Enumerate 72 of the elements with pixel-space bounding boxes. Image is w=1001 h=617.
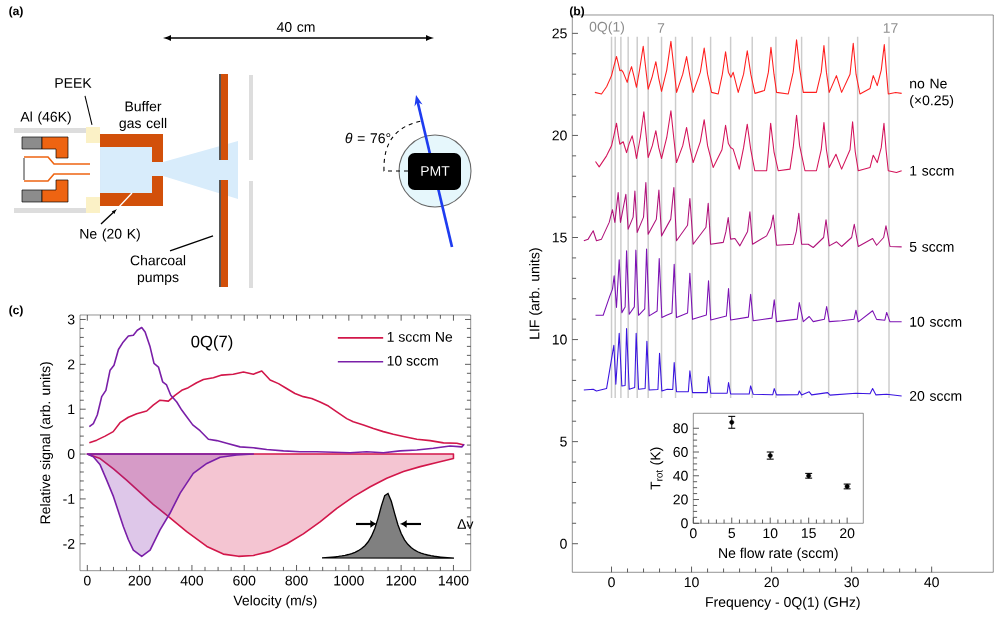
line-series: [583, 182, 903, 249]
series-label: 5 sccm: [909, 242, 954, 252]
x-tick-label: 20: [764, 577, 779, 588]
x-tick-label: 200: [128, 575, 151, 586]
series-label: no Ne (×0.25): [910, 78, 954, 109]
x-tick-label: 20: [840, 528, 855, 539]
legend-label: 1 sccm Ne: [387, 332, 453, 342]
series-label: 10 sccm: [910, 316, 962, 327]
chart-title: (c): [9, 305, 23, 317]
y-tick-label: 80: [673, 423, 688, 434]
legend-label: 10 sccm: [387, 355, 438, 366]
y-tick-label: 1: [68, 404, 75, 415]
x-tick-label: 600: [233, 575, 256, 586]
y-tick-label: 10: [552, 334, 567, 345]
y-axis-title: Relative signal (arb. units): [39, 362, 54, 524]
text: Charcoal pumps: [130, 255, 186, 285]
line-series: [594, 39, 903, 95]
text: Al (46K): [20, 111, 71, 125]
x-tick-label: 0: [83, 575, 91, 586]
y-tick-label: 25: [552, 28, 567, 39]
x-tick-label: 1200: [386, 575, 417, 586]
x-axis-title: Ne flow rate (sccm): [719, 547, 838, 561]
line-series: [88, 370, 465, 446]
y-tick-label: 0: [681, 518, 688, 529]
text: (a): [9, 6, 23, 18]
y-tick-label: 40: [673, 470, 688, 481]
annotation: 0Q(1): [589, 21, 625, 35]
line-series: [583, 328, 903, 397]
annotation: 0Q(7): [191, 335, 233, 351]
x-tick-label: 0: [608, 577, 615, 588]
y-tick-label: -1: [63, 494, 75, 504]
series-label: 20 sccm: [909, 390, 962, 401]
point: [729, 419, 735, 425]
x-tick-label: 1400: [438, 575, 469, 586]
y-tick-label: 15: [552, 232, 567, 243]
x-tick-label: 400: [180, 575, 204, 586]
line-series: [594, 110, 903, 174]
y-tick-label: 3: [67, 314, 75, 325]
x-axis-title: Velocity (m/s): [233, 595, 317, 609]
text: Buffer gas cell: [119, 101, 167, 131]
x-tick-label: 10: [684, 577, 699, 588]
y-tick-label: 0: [560, 538, 567, 549]
annotation: Δv: [457, 519, 474, 529]
x-tick-label: 15: [801, 528, 816, 538]
x-tick-label: 5: [728, 528, 736, 538]
y-tick-label: 5: [560, 436, 567, 447]
text: Ne (20 K): [80, 228, 140, 242]
x-tick-label: 800: [285, 575, 308, 586]
line-series: [88, 326, 465, 454]
annotation: 7: [657, 23, 665, 33]
x-tick-label: 0: [689, 528, 697, 539]
text: PEEK: [55, 78, 92, 88]
series-label: 1 sccm: [910, 165, 954, 176]
x-tick-label: 40: [924, 577, 939, 588]
x-axis-title: Frequency - 0Q(1) (GHz): [706, 596, 860, 610]
x-tick-label: 1000: [334, 575, 364, 586]
y-tick-label: 20: [552, 130, 567, 141]
annotation: 17: [883, 23, 898, 33]
text: PMT: [421, 166, 450, 176]
y-axis-title: T$_{rot}$ (K): [650, 447, 664, 490]
x-tick-label: 30: [844, 577, 859, 588]
x-tick-label: 10: [763, 528, 778, 539]
chart-title: (b): [569, 6, 585, 18]
y-tick-label: 60: [673, 447, 688, 457]
y-axis-title: LIF (arb. units): [529, 248, 543, 339]
text: 40 cm: [276, 22, 315, 32]
text: θ = 76°: [345, 132, 391, 144]
y-tick-label: -2: [63, 538, 75, 549]
y-tick-label: 0: [67, 449, 75, 460]
line-series: [594, 248, 903, 323]
y-tick-label: 2: [68, 359, 75, 370]
y-tick-label: 20: [673, 494, 688, 505]
